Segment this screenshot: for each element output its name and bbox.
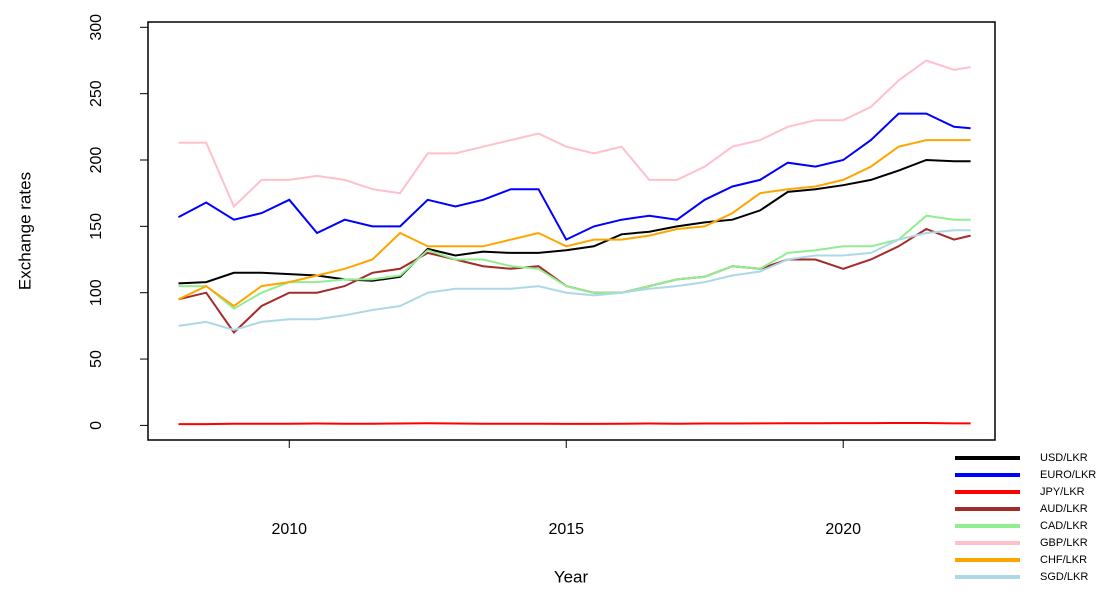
plot-frame [147,21,996,441]
legend-label: USD/LKR [1040,452,1088,464]
series-line [178,158,971,285]
legend-label: CHF/LKR [1040,554,1087,566]
y-tick-label: 0 [88,421,105,430]
y-tick-label: 100 [88,279,105,306]
legend-label: CAD/LKR [1040,520,1088,532]
legend-label: AUD/LKR [1040,503,1088,515]
x-axis-title: Year [554,567,589,586]
series-line [178,112,971,241]
y-tick-label: 150 [88,213,105,240]
y-tick-label: 50 [88,350,105,368]
x-tick-label: 2010 [271,521,307,538]
x-tick-label: 2020 [825,521,861,538]
y-tick-label: 300 [88,14,105,41]
y-tick-label: 200 [88,147,105,174]
series-line [178,139,971,308]
x-tick-label: 2015 [548,521,584,538]
legend-label: GBP/LKR [1040,537,1088,549]
y-axis-title: Exchange rates [15,172,34,290]
series-line [178,214,971,310]
legend-label: EURO/LKR [1040,469,1096,481]
legend-label: JPY/LKR [1040,486,1085,498]
legend-label: SGD/LKR [1040,571,1088,583]
series-line [178,59,971,209]
series-line [178,422,971,426]
y-tick-label: 250 [88,80,105,107]
series-line [178,229,971,331]
